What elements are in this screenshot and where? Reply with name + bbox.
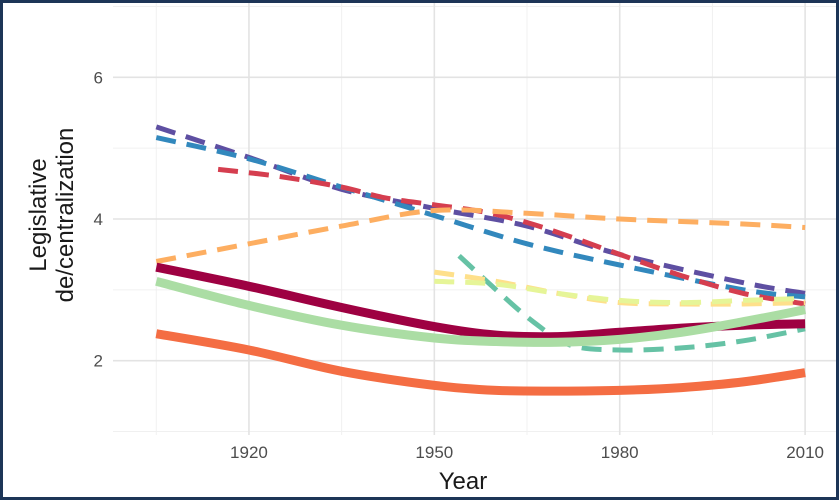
chart-frame: 1920 1950 1980 2010 2 4 6 Year Legislative de/… — [3, 3, 836, 497]
dashed-series-line-3 — [217, 166, 806, 307]
x-axis-title: Year — [439, 468, 488, 495]
y-tick-label: 4 — [94, 210, 103, 229]
x-tick-label: 1950 — [415, 443, 453, 462]
x-tick-label: 2010 — [786, 443, 824, 462]
y-tick-label: 2 — [94, 352, 103, 371]
series-lines — [155, 124, 806, 396]
dashed-series-line-5 — [457, 253, 806, 353]
dashed-series-line-4 — [155, 207, 806, 264]
y-tick-label: 6 — [94, 68, 103, 87]
y-axis-title-line-1: Legislative — [25, 158, 52, 271]
x-tick-label: 1920 — [230, 443, 268, 462]
dashed-series-line-7 — [434, 278, 806, 306]
solid-series-line-10 — [155, 329, 806, 396]
tick-labels: 1920 1950 1980 2010 2 4 6 — [94, 68, 824, 462]
grid-lines — [113, 3, 836, 435]
dashed-series-line-2 — [155, 135, 806, 300]
solid-series-line-9 — [155, 276, 806, 347]
y-axis-title: Legislative de/centralization — [25, 128, 79, 303]
line-chart: 1920 1950 1980 2010 2 4 6 Year Legislative de/… — [25, 3, 836, 495]
y-axis-title-line-2: de/centralization — [52, 128, 79, 303]
x-tick-label: 1980 — [601, 443, 639, 462]
